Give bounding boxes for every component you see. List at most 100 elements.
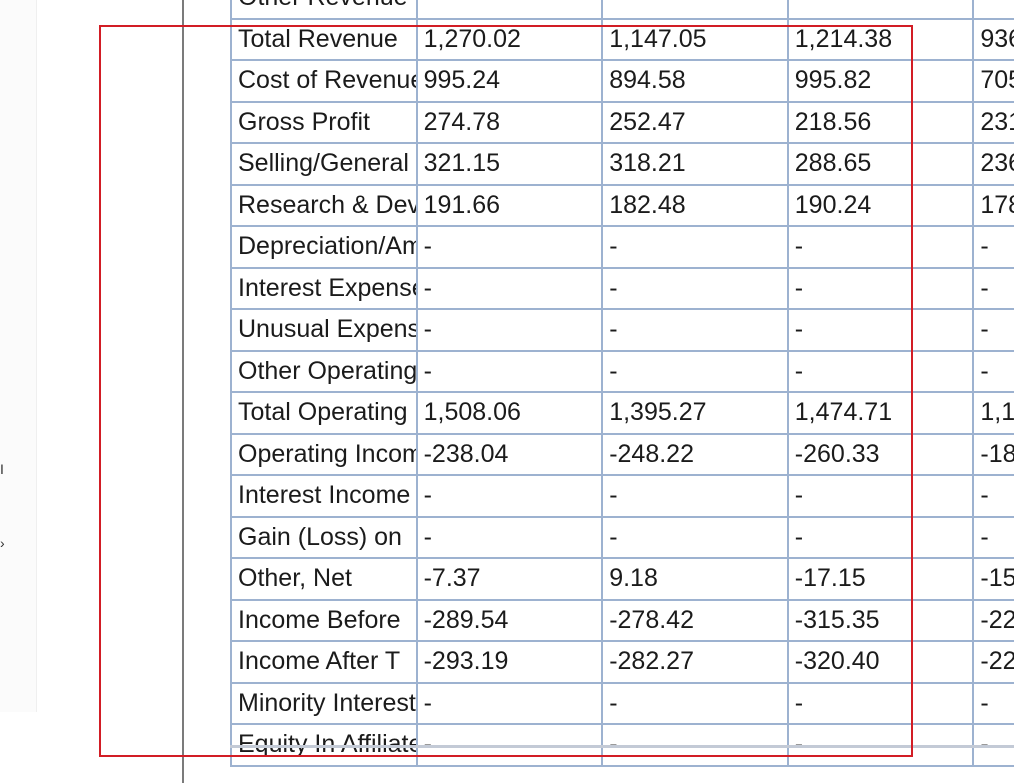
value-cell[interactable]: -278.42 bbox=[602, 599, 789, 642]
row-label-cell[interactable]: Depreciation/Amort bbox=[230, 226, 418, 269]
value-cell[interactable]: 274.78 bbox=[416, 101, 604, 144]
expand-arrow-icon[interactable]: › bbox=[0, 535, 5, 551]
table-row[interactable]: Unusual Expense - - - - bbox=[230, 309, 1014, 352]
value-cell[interactable]: -183 bbox=[973, 433, 1014, 476]
row-label-cell[interactable]: Unusual Expense bbox=[230, 309, 418, 352]
table-row[interactable]: Other Operating - - - - bbox=[230, 350, 1014, 393]
value-cell[interactable]: 236.1 bbox=[973, 143, 1014, 186]
row-label-cell[interactable]: Total Operating bbox=[230, 392, 418, 435]
value-cell[interactable]: 1,508.06 bbox=[416, 392, 604, 435]
value-cell[interactable]: 1,147.05 bbox=[602, 18, 789, 61]
table-row[interactable]: Income Before-289.54-278.42-315.35-228 bbox=[230, 599, 1014, 642]
value-cell[interactable]: 231.1 bbox=[973, 101, 1014, 144]
value-cell[interactable]: 894.58 bbox=[602, 60, 789, 103]
value-cell[interactable]: - bbox=[602, 682, 789, 725]
value-cell[interactable]: 288.65 bbox=[787, 143, 975, 186]
table-row[interactable]: Interest Expense - - - - bbox=[230, 267, 1014, 310]
value-cell[interactable]: 1,270.02 bbox=[416, 18, 604, 61]
value-cell[interactable]: 178.1 bbox=[973, 184, 1014, 227]
value-cell[interactable]: - bbox=[416, 516, 604, 559]
value-cell[interactable]: 1,474.71 bbox=[787, 392, 975, 435]
row-label-cell[interactable]: Research & Dev bbox=[230, 184, 418, 227]
value-cell[interactable]: - bbox=[602, 226, 789, 269]
value-cell[interactable]: 995.82 bbox=[787, 60, 975, 103]
value-cell[interactable]: - bbox=[416, 682, 604, 725]
value-cell[interactable]: 252.47 bbox=[602, 101, 789, 144]
row-label-cell[interactable]: Selling/General bbox=[230, 143, 418, 186]
value-cell[interactable]: -229 bbox=[973, 641, 1014, 684]
value-cell[interactable]: - bbox=[787, 682, 975, 725]
row-label-cell[interactable]: Other Revenue bbox=[230, 0, 418, 20]
value-cell[interactable]: - bbox=[787, 309, 975, 352]
value-cell[interactable]: - bbox=[416, 226, 604, 269]
row-label-cell[interactable]: Operating Income bbox=[230, 433, 418, 476]
value-cell[interactable]: 218.56 bbox=[787, 101, 975, 144]
value-cell[interactable]: - bbox=[602, 350, 789, 393]
row-label-cell[interactable]: Other Operating bbox=[230, 350, 418, 393]
row-label-cell[interactable]: Minority Interest bbox=[230, 682, 418, 725]
value-cell[interactable]: 191.66 bbox=[416, 184, 604, 227]
value-cell[interactable] bbox=[416, 0, 604, 20]
value-cell[interactable]: -260.33 bbox=[787, 433, 975, 476]
value-cell[interactable]: 705.5 bbox=[973, 60, 1014, 103]
value-cell[interactable]: - bbox=[787, 516, 975, 559]
table-row[interactable]: Operating Income-238.04-248.22-260.33-18… bbox=[230, 433, 1014, 476]
value-cell[interactable]: -289.54 bbox=[416, 599, 604, 642]
value-cell[interactable]: 321.15 bbox=[416, 143, 604, 186]
row-label-cell[interactable]: Interest Income bbox=[230, 475, 418, 518]
splitter-grip-icon[interactable]: I bbox=[0, 461, 4, 477]
table-row[interactable]: Other Revenue bbox=[230, 0, 1014, 20]
value-cell[interactable] bbox=[973, 0, 1014, 20]
value-cell[interactable]: 995.24 bbox=[416, 60, 604, 103]
value-cell[interactable]: -320.40 bbox=[787, 641, 975, 684]
value-cell[interactable]: -228 bbox=[973, 599, 1014, 642]
value-cell[interactable]: - bbox=[973, 267, 1014, 310]
value-cell[interactable]: 1,395.27 bbox=[602, 392, 789, 435]
table-row[interactable]: Interest Income - - - - bbox=[230, 475, 1014, 518]
value-cell[interactable]: - bbox=[973, 226, 1014, 269]
row-label-cell[interactable]: Income Before bbox=[230, 599, 418, 642]
row-label-cell[interactable]: Cost of Revenue bbox=[230, 60, 418, 103]
value-cell[interactable]: - bbox=[416, 267, 604, 310]
table-row[interactable]: Total Revenue1,270.021,147.051,214.38936… bbox=[230, 18, 1014, 61]
value-cell[interactable]: -238.04 bbox=[416, 433, 604, 476]
row-label-cell[interactable]: Income After T bbox=[230, 641, 418, 684]
value-cell[interactable]: 1,120 bbox=[973, 392, 1014, 435]
table-row[interactable]: Income After T-293.19-282.27-320.40-229 bbox=[230, 641, 1014, 684]
value-cell[interactable]: - bbox=[602, 475, 789, 518]
value-cell[interactable]: - bbox=[973, 350, 1014, 393]
value-cell[interactable]: - bbox=[973, 475, 1014, 518]
value-cell[interactable]: - bbox=[787, 350, 975, 393]
row-label-cell[interactable]: Gross Profit bbox=[230, 101, 418, 144]
value-cell[interactable]: -248.22 bbox=[602, 433, 789, 476]
value-cell[interactable]: - bbox=[602, 309, 789, 352]
row-label-cell[interactable]: Other, Net bbox=[230, 558, 418, 601]
table-row[interactable]: Depreciation/Amort---- bbox=[230, 226, 1014, 269]
value-cell[interactable]: - bbox=[787, 226, 975, 269]
value-cell[interactable]: - bbox=[416, 309, 604, 352]
value-cell[interactable] bbox=[602, 0, 789, 20]
value-cell[interactable]: 318.21 bbox=[602, 143, 789, 186]
value-cell[interactable]: - bbox=[416, 475, 604, 518]
row-label-cell[interactable]: Gain (Loss) on bbox=[230, 516, 418, 559]
value-cell[interactable]: 1,214.38 bbox=[787, 18, 975, 61]
value-cell[interactable]: 936.1 bbox=[973, 18, 1014, 61]
table-row[interactable]: Total Operating 1,508.06 1,395.27 1,474.71 1… bbox=[230, 392, 1014, 435]
value-cell[interactable]: -15.4 bbox=[973, 558, 1014, 601]
value-cell[interactable]: - bbox=[602, 267, 789, 310]
value-cell[interactable] bbox=[787, 0, 975, 20]
value-cell[interactable]: -293.19 bbox=[416, 641, 604, 684]
value-cell[interactable]: 182.48 bbox=[602, 184, 789, 227]
table-row[interactable]: Gain (Loss) on - - - - bbox=[230, 516, 1014, 559]
row-label-cell[interactable]: Interest Expense bbox=[230, 267, 418, 310]
value-cell[interactable]: - bbox=[416, 350, 604, 393]
value-cell[interactable]: - bbox=[973, 516, 1014, 559]
value-cell[interactable]: 190.24 bbox=[787, 184, 975, 227]
value-cell[interactable]: - bbox=[602, 516, 789, 559]
value-cell[interactable]: - bbox=[787, 267, 975, 310]
value-cell[interactable]: -282.27 bbox=[602, 641, 789, 684]
